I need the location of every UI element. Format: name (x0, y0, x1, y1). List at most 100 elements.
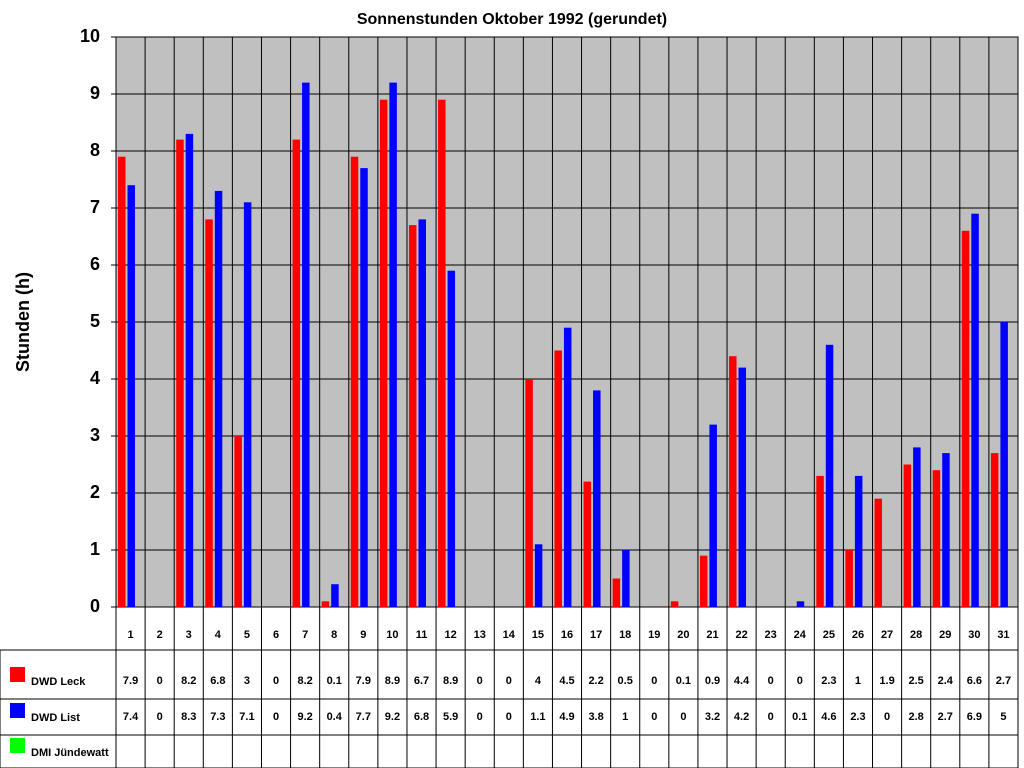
x-tick-label: 7 (302, 629, 308, 641)
y-tick-label: 0 (90, 596, 100, 616)
table-value: 7.1 (239, 711, 254, 723)
table-value: 3 (244, 675, 250, 687)
table-value: 6.9 (967, 711, 982, 723)
table-value: 9.2 (297, 711, 312, 723)
bar (389, 82, 397, 608)
bar (525, 379, 533, 607)
bar (292, 139, 301, 607)
table-value: 0 (680, 711, 686, 723)
bar (729, 356, 737, 607)
bar (583, 481, 592, 607)
y-axis-title: Stunden (h) (13, 272, 33, 372)
x-tick-label: 27 (881, 629, 893, 641)
bar (845, 550, 853, 607)
table-value: 0 (157, 675, 163, 687)
x-tick-label: 8 (331, 629, 337, 641)
table-value: 2.3 (821, 675, 836, 687)
x-tick-label: 28 (910, 629, 922, 641)
x-tick-label: 17 (590, 629, 602, 641)
x-tick-label: 23 (765, 629, 777, 641)
table-value: 5.9 (443, 711, 458, 723)
bar (990, 453, 999, 607)
x-tick-label: 11 (416, 629, 428, 641)
x-tick-label: 10 (386, 629, 398, 641)
y-tick-label: 6 (90, 254, 100, 274)
bar (961, 230, 970, 608)
x-tick-label: 15 (532, 629, 544, 641)
x-tick-label: 14 (503, 629, 516, 641)
table-value: 0.4 (327, 711, 343, 723)
table-value: 8.2 (181, 675, 196, 687)
bar (438, 99, 446, 607)
table-value: 3.2 (705, 711, 720, 723)
bar (408, 225, 417, 607)
table-value: 0 (273, 711, 279, 723)
legend-label: DMI Jündewatt (31, 747, 109, 759)
x-tick-label: 30 (968, 629, 980, 641)
x-tick-label: 3 (186, 629, 192, 641)
table-value: 2.2 (588, 675, 603, 687)
table-value: 8.3 (181, 711, 196, 723)
chart-title: Sonnenstunden Oktober 1992 (gerundet) (357, 11, 667, 28)
x-tick-label: 13 (474, 629, 486, 641)
table-value: 4.9 (559, 711, 574, 723)
bar (709, 424, 717, 607)
table-value: 5 (1000, 711, 1006, 723)
bar (379, 99, 388, 607)
x-tick-label: 2 (157, 629, 163, 641)
table-value: 1.1 (530, 711, 545, 723)
table-value: 2.4 (938, 675, 954, 687)
x-tick-label: 26 (852, 629, 864, 641)
bar (593, 390, 601, 607)
x-tick-label: 18 (619, 629, 631, 641)
table-value: 4.4 (734, 675, 750, 687)
table-value: 4 (535, 675, 542, 687)
x-tick-label: 12 (444, 629, 456, 641)
table-value: 0.1 (676, 675, 691, 687)
bar (612, 578, 621, 607)
y-tick-label: 2 (90, 482, 100, 502)
table-value: 8.9 (385, 675, 400, 687)
table-value: 9.2 (385, 711, 400, 723)
bar (903, 464, 912, 607)
bar (360, 168, 368, 607)
table-value: 1 (855, 675, 861, 687)
table-value: 1.9 (879, 675, 894, 687)
bar (563, 327, 572, 607)
x-tick-label: 6 (273, 629, 279, 641)
bar (234, 436, 242, 607)
y-tick-label: 4 (90, 368, 100, 388)
table-value: 7.9 (356, 675, 371, 687)
bar (243, 202, 252, 608)
table-value: 0.9 (705, 675, 720, 687)
table-value: 0 (506, 675, 512, 687)
y-tick-label: 3 (90, 425, 100, 445)
table-value: 8.2 (297, 675, 312, 687)
bar (534, 544, 543, 607)
x-tick-label: 24 (794, 629, 807, 641)
table-value: 0 (884, 711, 890, 723)
bar (205, 219, 213, 607)
legend-label: DWD Leck (31, 676, 86, 688)
y-tick-label: 1 (90, 539, 100, 559)
table-value: 6.6 (967, 675, 982, 687)
legend-marker (10, 703, 25, 718)
bar (447, 270, 456, 607)
table-value: 6.8 (210, 675, 225, 687)
table-value: 6.7 (414, 675, 429, 687)
bar (913, 447, 921, 607)
table-value: 7.3 (210, 711, 225, 723)
bar (738, 367, 747, 607)
x-tick-label: 9 (360, 629, 366, 641)
x-tick-label: 22 (735, 629, 747, 641)
bar (971, 213, 979, 607)
y-tick-label: 7 (90, 197, 100, 217)
x-tick-label: 21 (706, 629, 718, 641)
table-value: 0 (506, 711, 512, 723)
bar (796, 601, 805, 607)
legend-marker (10, 667, 25, 682)
bar (874, 498, 883, 607)
table-value: 0.1 (327, 675, 342, 687)
table-value: 0 (797, 675, 803, 687)
